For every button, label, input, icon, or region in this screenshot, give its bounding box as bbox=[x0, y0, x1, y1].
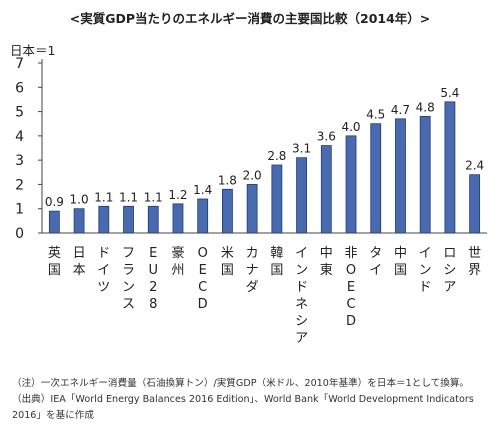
value-label: 1.0 bbox=[70, 193, 89, 207]
y-tick-label: 5 bbox=[15, 105, 24, 121]
bar bbox=[147, 205, 159, 234]
value-label: 1.8 bbox=[218, 173, 237, 187]
category-label: 韓国 bbox=[270, 246, 283, 278]
value-label: 4.5 bbox=[366, 108, 385, 122]
y-tick-label: 3 bbox=[15, 153, 24, 169]
source-line-continued: 2016」を基に作成 bbox=[12, 410, 94, 421]
y-tick-label: 4 bbox=[15, 129, 24, 145]
y-tick-label: 1 bbox=[15, 202, 24, 218]
bar bbox=[345, 135, 357, 234]
bar bbox=[123, 205, 134, 234]
category-label: タイ bbox=[369, 246, 382, 278]
bar bbox=[419, 116, 431, 234]
value-label: 0.9 bbox=[45, 195, 64, 209]
value-label: 3.6 bbox=[317, 130, 336, 144]
value-label: 2.0 bbox=[243, 168, 262, 182]
note-line: （注）一次エネルギー消費量（石油換算トン）/実質GDP（米ドル、2010年基準）… bbox=[12, 378, 470, 389]
category-label: インド bbox=[419, 246, 432, 295]
category-label: 世界 bbox=[468, 246, 481, 278]
y-axis-unit-label: 日本＝1 bbox=[10, 43, 56, 58]
value-label: 2.8 bbox=[267, 149, 286, 163]
value-label: 5.4 bbox=[440, 86, 459, 100]
value-label: 1.2 bbox=[168, 188, 187, 202]
source-line: （出典）IEA「World Energy Balances 2016 Editi… bbox=[12, 394, 474, 405]
y-tick-label: 7 bbox=[15, 56, 24, 72]
value-label: 1.1 bbox=[144, 190, 163, 204]
category-label: 中国 bbox=[394, 246, 407, 278]
bar bbox=[222, 188, 233, 234]
bar bbox=[320, 145, 332, 234]
y-tick-label: 0 bbox=[15, 226, 24, 242]
bar-chart: 0 1 2 3 4 5 6 7 0.9 英国 1.0 日本 1.1 ドイツ 1.1 フランス 1.1 E U 2 8 1.… bbox=[15, 56, 487, 346]
chart-title: <実質GDP当たりのエネルギー消費の主要国比較（2014年）> bbox=[69, 11, 431, 26]
bar bbox=[296, 157, 307, 234]
category-label: 豪州 bbox=[171, 245, 184, 278]
value-label: 1.1 bbox=[119, 190, 138, 204]
category-label: 米国 bbox=[221, 246, 234, 278]
value-label: 3.1 bbox=[292, 142, 311, 156]
bar bbox=[444, 101, 456, 234]
category-label: ロシア bbox=[443, 246, 456, 295]
value-label: 1.4 bbox=[193, 183, 212, 197]
bar bbox=[98, 205, 110, 234]
bar bbox=[48, 210, 60, 234]
category-label: 日本 bbox=[73, 246, 86, 278]
category-label: フランス bbox=[122, 246, 135, 312]
bar bbox=[197, 198, 209, 234]
category-label: 英国 bbox=[48, 246, 61, 278]
bar bbox=[73, 208, 85, 234]
bar bbox=[370, 123, 382, 234]
category-label: ドイツ bbox=[97, 246, 110, 295]
value-label: 4.7 bbox=[391, 103, 410, 117]
chart-notes: （注）一次エネルギー消費量（石油換算トン）/実質GDP（米ドル、2010年基準）… bbox=[12, 376, 492, 424]
value-label: 4.8 bbox=[416, 100, 435, 114]
value-label: 1.1 bbox=[94, 190, 113, 204]
y-tick-label: 6 bbox=[15, 80, 24, 96]
bar bbox=[395, 118, 406, 234]
bar bbox=[271, 164, 283, 234]
bar bbox=[172, 203, 184, 234]
bar bbox=[469, 174, 481, 234]
value-label: 4.0 bbox=[341, 120, 360, 134]
value-label: 2.4 bbox=[465, 159, 484, 173]
bar bbox=[246, 184, 258, 234]
category-label: 中東 bbox=[320, 246, 333, 278]
category-label: インドネシア bbox=[295, 246, 308, 346]
y-tick-label: 2 bbox=[15, 177, 24, 193]
category-label: カナダ bbox=[246, 246, 259, 295]
